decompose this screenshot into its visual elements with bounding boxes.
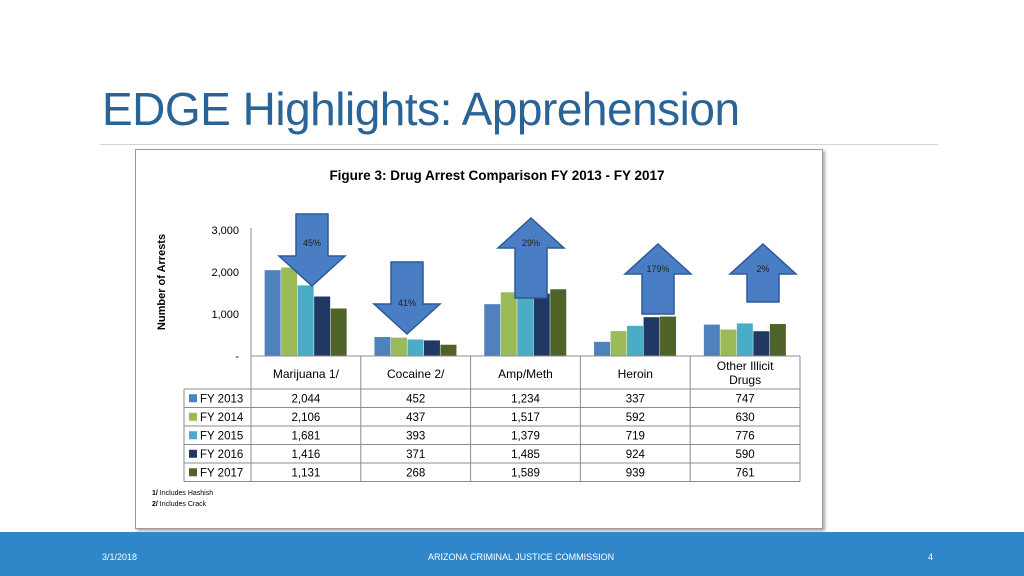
data-label: 1,131 (292, 467, 321, 479)
bar (627, 325, 644, 356)
data-label: 2,106 (292, 412, 321, 424)
page-number: 4 (928, 552, 934, 562)
bar (720, 329, 737, 356)
legend-label: FY 2013 (200, 393, 243, 405)
footer-bar (0, 532, 1024, 576)
data-label: 939 (626, 467, 645, 479)
data-label: 592 (626, 412, 645, 424)
arrow-shape (728, 242, 798, 303)
data-label: 393 (406, 430, 425, 442)
data-label: 337 (626, 393, 645, 405)
data-label: 268 (406, 467, 425, 479)
data-label: 1,681 (292, 430, 321, 442)
category-label: Drugs (729, 373, 761, 387)
legend-swatch (189, 468, 197, 477)
legend-label: FY 2014 (200, 412, 244, 424)
legend-swatch (189, 394, 197, 403)
footnote: 1/ Includes Hashish (152, 490, 213, 497)
y-tick-label: 2,000 (211, 267, 239, 279)
bar (407, 339, 424, 356)
data-label: 1,379 (511, 430, 540, 442)
legend-swatch (189, 449, 197, 458)
arrow-shape (623, 242, 693, 315)
bar (423, 340, 440, 356)
data-label: 1,416 (292, 449, 321, 461)
data-label: 590 (736, 449, 755, 461)
arrow-shape (277, 213, 347, 288)
bar (281, 267, 298, 356)
category-label: Marijuana 1/ (273, 367, 340, 381)
data-label: 1,589 (511, 467, 540, 479)
footer-date: 3/1/2018 (102, 552, 138, 562)
legend-swatch (189, 412, 197, 421)
data-label: 1,485 (511, 449, 540, 461)
bar (736, 323, 753, 356)
bar (643, 317, 660, 356)
footnote: 2/ Includes Crack (152, 501, 207, 508)
bar (769, 324, 786, 356)
bar (550, 289, 567, 356)
arrow-percent-label: 2% (756, 264, 769, 274)
data-label: 761 (736, 467, 755, 479)
bar (703, 324, 720, 356)
chart-title: Figure 3: Drug Arrest Comparison FY 2013… (329, 168, 664, 183)
bar (594, 341, 611, 356)
bar (533, 293, 550, 356)
y-axis-label: Number of Arrests (156, 234, 168, 330)
bar (660, 316, 677, 356)
category-label: Cocaine 2/ (387, 367, 445, 381)
y-tick-label: - (235, 351, 239, 363)
arrow-shape (496, 216, 566, 299)
chart-figure: Figure 3: Drug Arrest Comparison FY 2013… (135, 149, 823, 529)
footer-organization: ARIZONA CRIMINAL JUSTICE COMMISSION (428, 552, 615, 562)
arrow-percent-label: 41% (398, 298, 416, 308)
bar (314, 296, 331, 356)
bar (440, 344, 457, 356)
category-label: Other Illicit (717, 359, 774, 373)
bar (484, 304, 501, 356)
legend-label: FY 2015 (200, 430, 243, 442)
data-label: 747 (736, 393, 755, 405)
data-label: 437 (406, 412, 425, 424)
bar (330, 308, 347, 356)
chart-svg: Figure 3: Drug Arrest Comparison FY 2013… (152, 168, 801, 508)
chart-plot: - 1,000 2,000 3,000 45% 41% 29% 179% 2% Marijuana… (152, 213, 801, 508)
y-tick-label: 3,000 (211, 225, 239, 237)
data-label: 630 (736, 412, 755, 424)
bar (297, 285, 314, 356)
title-divider (100, 144, 938, 145)
arrow-percent-label: 179% (646, 264, 669, 274)
data-label: 1,234 (511, 393, 540, 405)
bar (610, 331, 627, 356)
category-label: Amp/Meth (498, 367, 553, 381)
data-label: 2,044 (292, 393, 321, 405)
legend-label: FY 2017 (200, 467, 243, 479)
data-label: 371 (406, 449, 425, 461)
arrow-percent-label: 45% (303, 238, 321, 248)
legend-label: FY 2016 (200, 449, 243, 461)
category-label: Heroin (618, 367, 653, 381)
slide-title: EDGE Highlights: Apprehension (102, 83, 740, 135)
data-label: 1,517 (511, 412, 540, 424)
bar (517, 298, 534, 356)
bar (264, 270, 281, 356)
arrow-shape (372, 261, 442, 336)
arrow-percent-label: 29% (522, 238, 540, 248)
legend-swatch (189, 431, 197, 440)
data-label: 776 (736, 430, 755, 442)
data-label: 924 (626, 449, 646, 461)
bar (500, 292, 517, 356)
y-tick-label: 1,000 (211, 309, 239, 321)
bar (390, 337, 407, 356)
bar (753, 331, 770, 356)
bar (374, 337, 391, 356)
data-label: 452 (406, 393, 425, 405)
data-label: 719 (626, 430, 645, 442)
